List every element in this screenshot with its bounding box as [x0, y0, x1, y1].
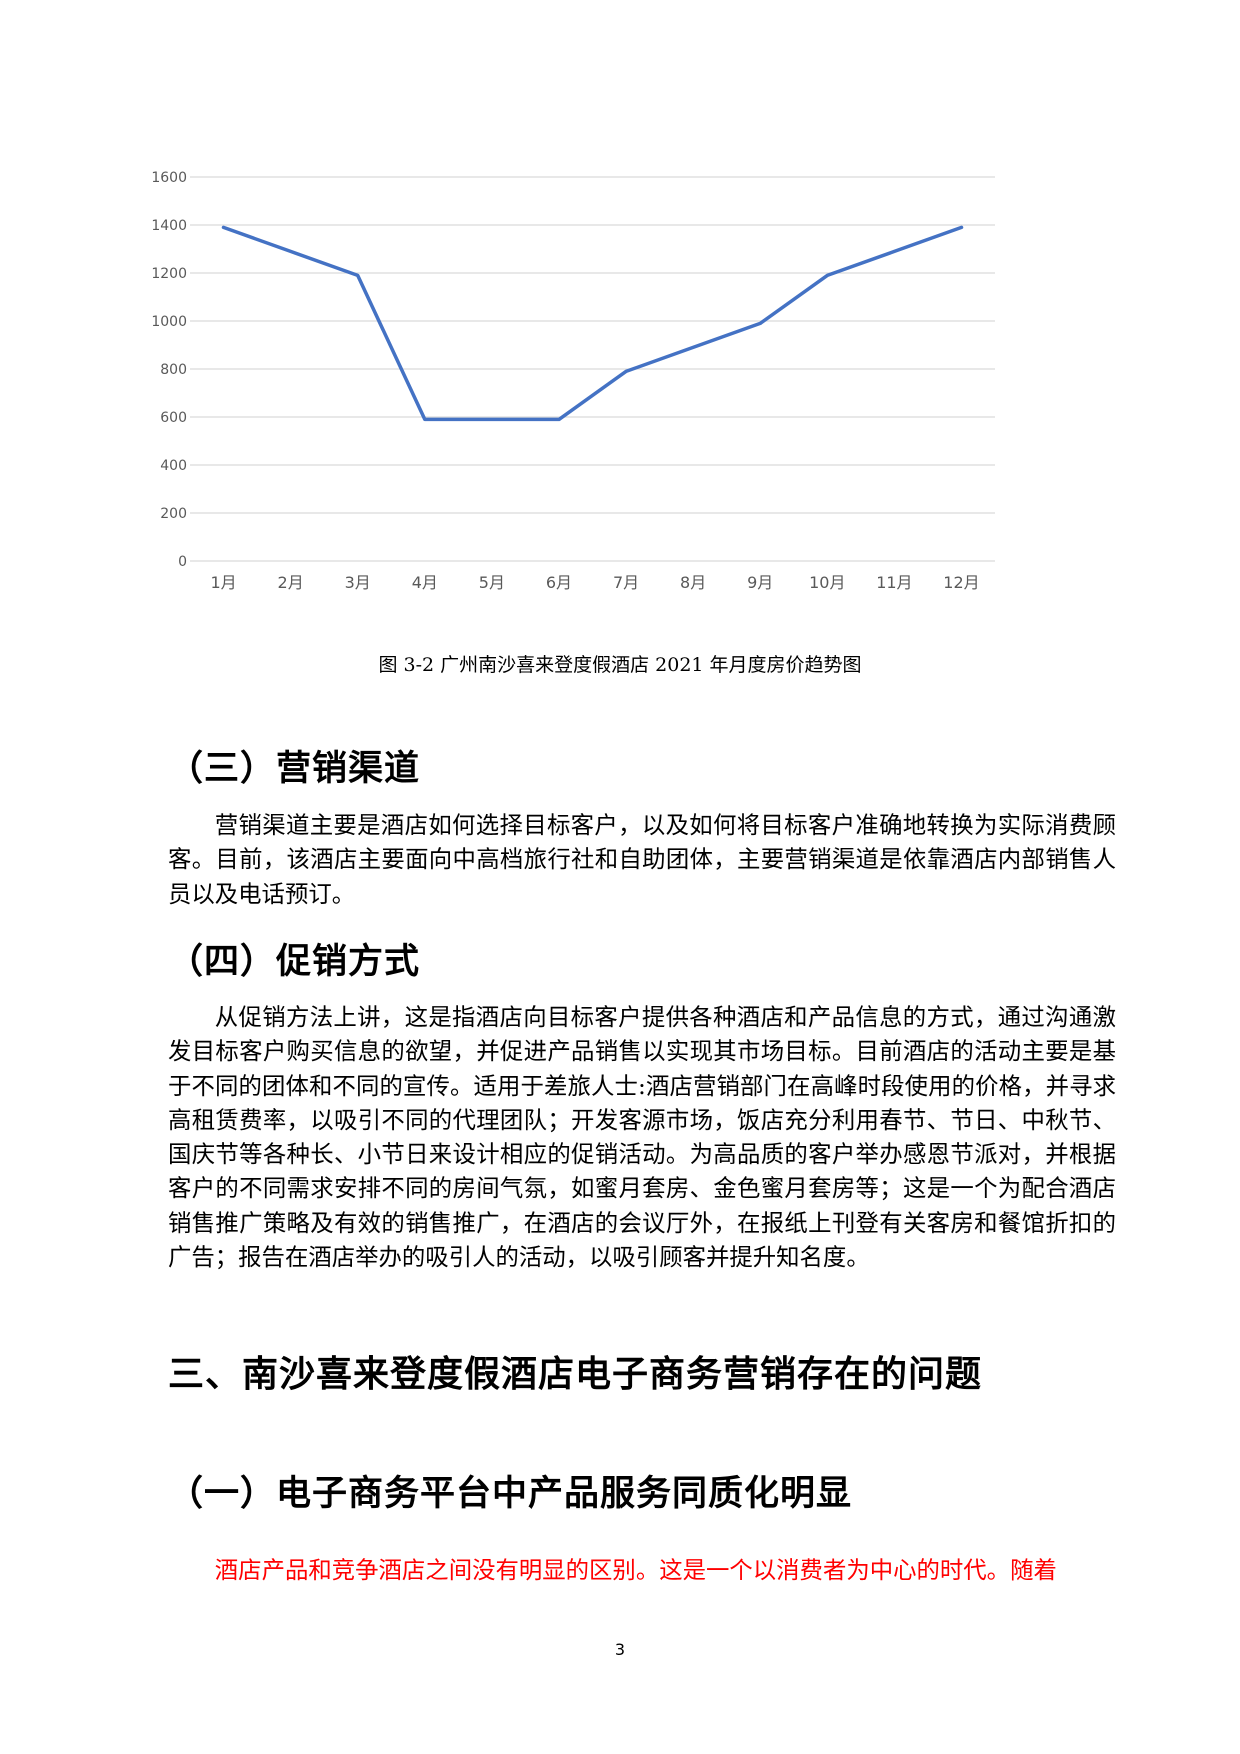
x-tick-label: 8月: [680, 573, 706, 592]
y-tick-label: 1400: [151, 218, 187, 234]
x-tick-label: 3月: [345, 573, 371, 592]
y-tick-label: 1600: [151, 170, 187, 186]
x-tick-label: 1月: [210, 573, 236, 592]
y-tick-label: 1200: [151, 266, 187, 282]
x-tick-label: 7月: [613, 573, 639, 592]
figure-caption: 图 3-2 广州南沙喜来登度假酒店 2021 年月度房价趋势图: [378, 654, 862, 676]
y-tick-label: 600: [160, 410, 187, 426]
x-tick-label: 10月: [809, 573, 845, 592]
chart-series: [221, 225, 964, 422]
x-tick-label: 12月: [943, 573, 979, 592]
y-axis-tick-labels: 0 200 400 600 800 1000 1200 1400 1600: [151, 170, 187, 570]
page-number: 3: [614, 1640, 626, 1659]
y-tick-label: 800: [160, 362, 187, 378]
x-tick-label: 5月: [479, 573, 505, 592]
x-tick-label: 2月: [278, 573, 304, 592]
x-tick-label: 6月: [546, 573, 572, 592]
y-tick-label: 1000: [151, 314, 187, 330]
x-tick-label: 11月: [876, 573, 912, 592]
room-price-line-chart: 0 200 400 600 800 1000 1200 1400 1600 1月 2月 3月 4月 5月…: [151, 170, 995, 592]
y-tick-label: 0: [178, 554, 187, 570]
x-tick-label: 9月: [747, 573, 773, 592]
series-line: [221, 225, 964, 422]
x-tick-label: 4月: [412, 573, 438, 592]
section-heading-homogenization: （一）电子商务平台中产品服务同质化明显: [168, 1474, 853, 1514]
paragraph-marketing-channels: 营销渠道主要是酒店如何选择目标客户，以及如何将目标客户准确地转换为实际消费顾客。…: [168, 811, 1116, 908]
y-tick-label: 400: [160, 458, 187, 474]
paragraph-homogenization: 酒店产品和竞争酒店之间没有明显的区别。这是一个以消费者为中心的时代。随着: [214, 1556, 1057, 1584]
section-heading-marketing-channels: （三）营销渠道: [168, 749, 421, 789]
y-tick-label: 200: [160, 506, 187, 522]
paragraph-promotion: 从促销方法上讲，这是指酒店向目标客户提供各种酒店和产品信息的方式，通过沟通激发目…: [168, 1003, 1116, 1272]
x-axis-tick-labels: 1月 2月 3月 4月 5月 6月 7月 8月 9月 10月 11月 12月: [210, 573, 979, 592]
chart-gridlines: [190, 176, 995, 562]
section-heading-promotion: （四）促销方式: [168, 942, 421, 982]
chapter-heading: 三、南沙喜来登度假酒店电子商务营销存在的问题: [168, 1354, 983, 1395]
